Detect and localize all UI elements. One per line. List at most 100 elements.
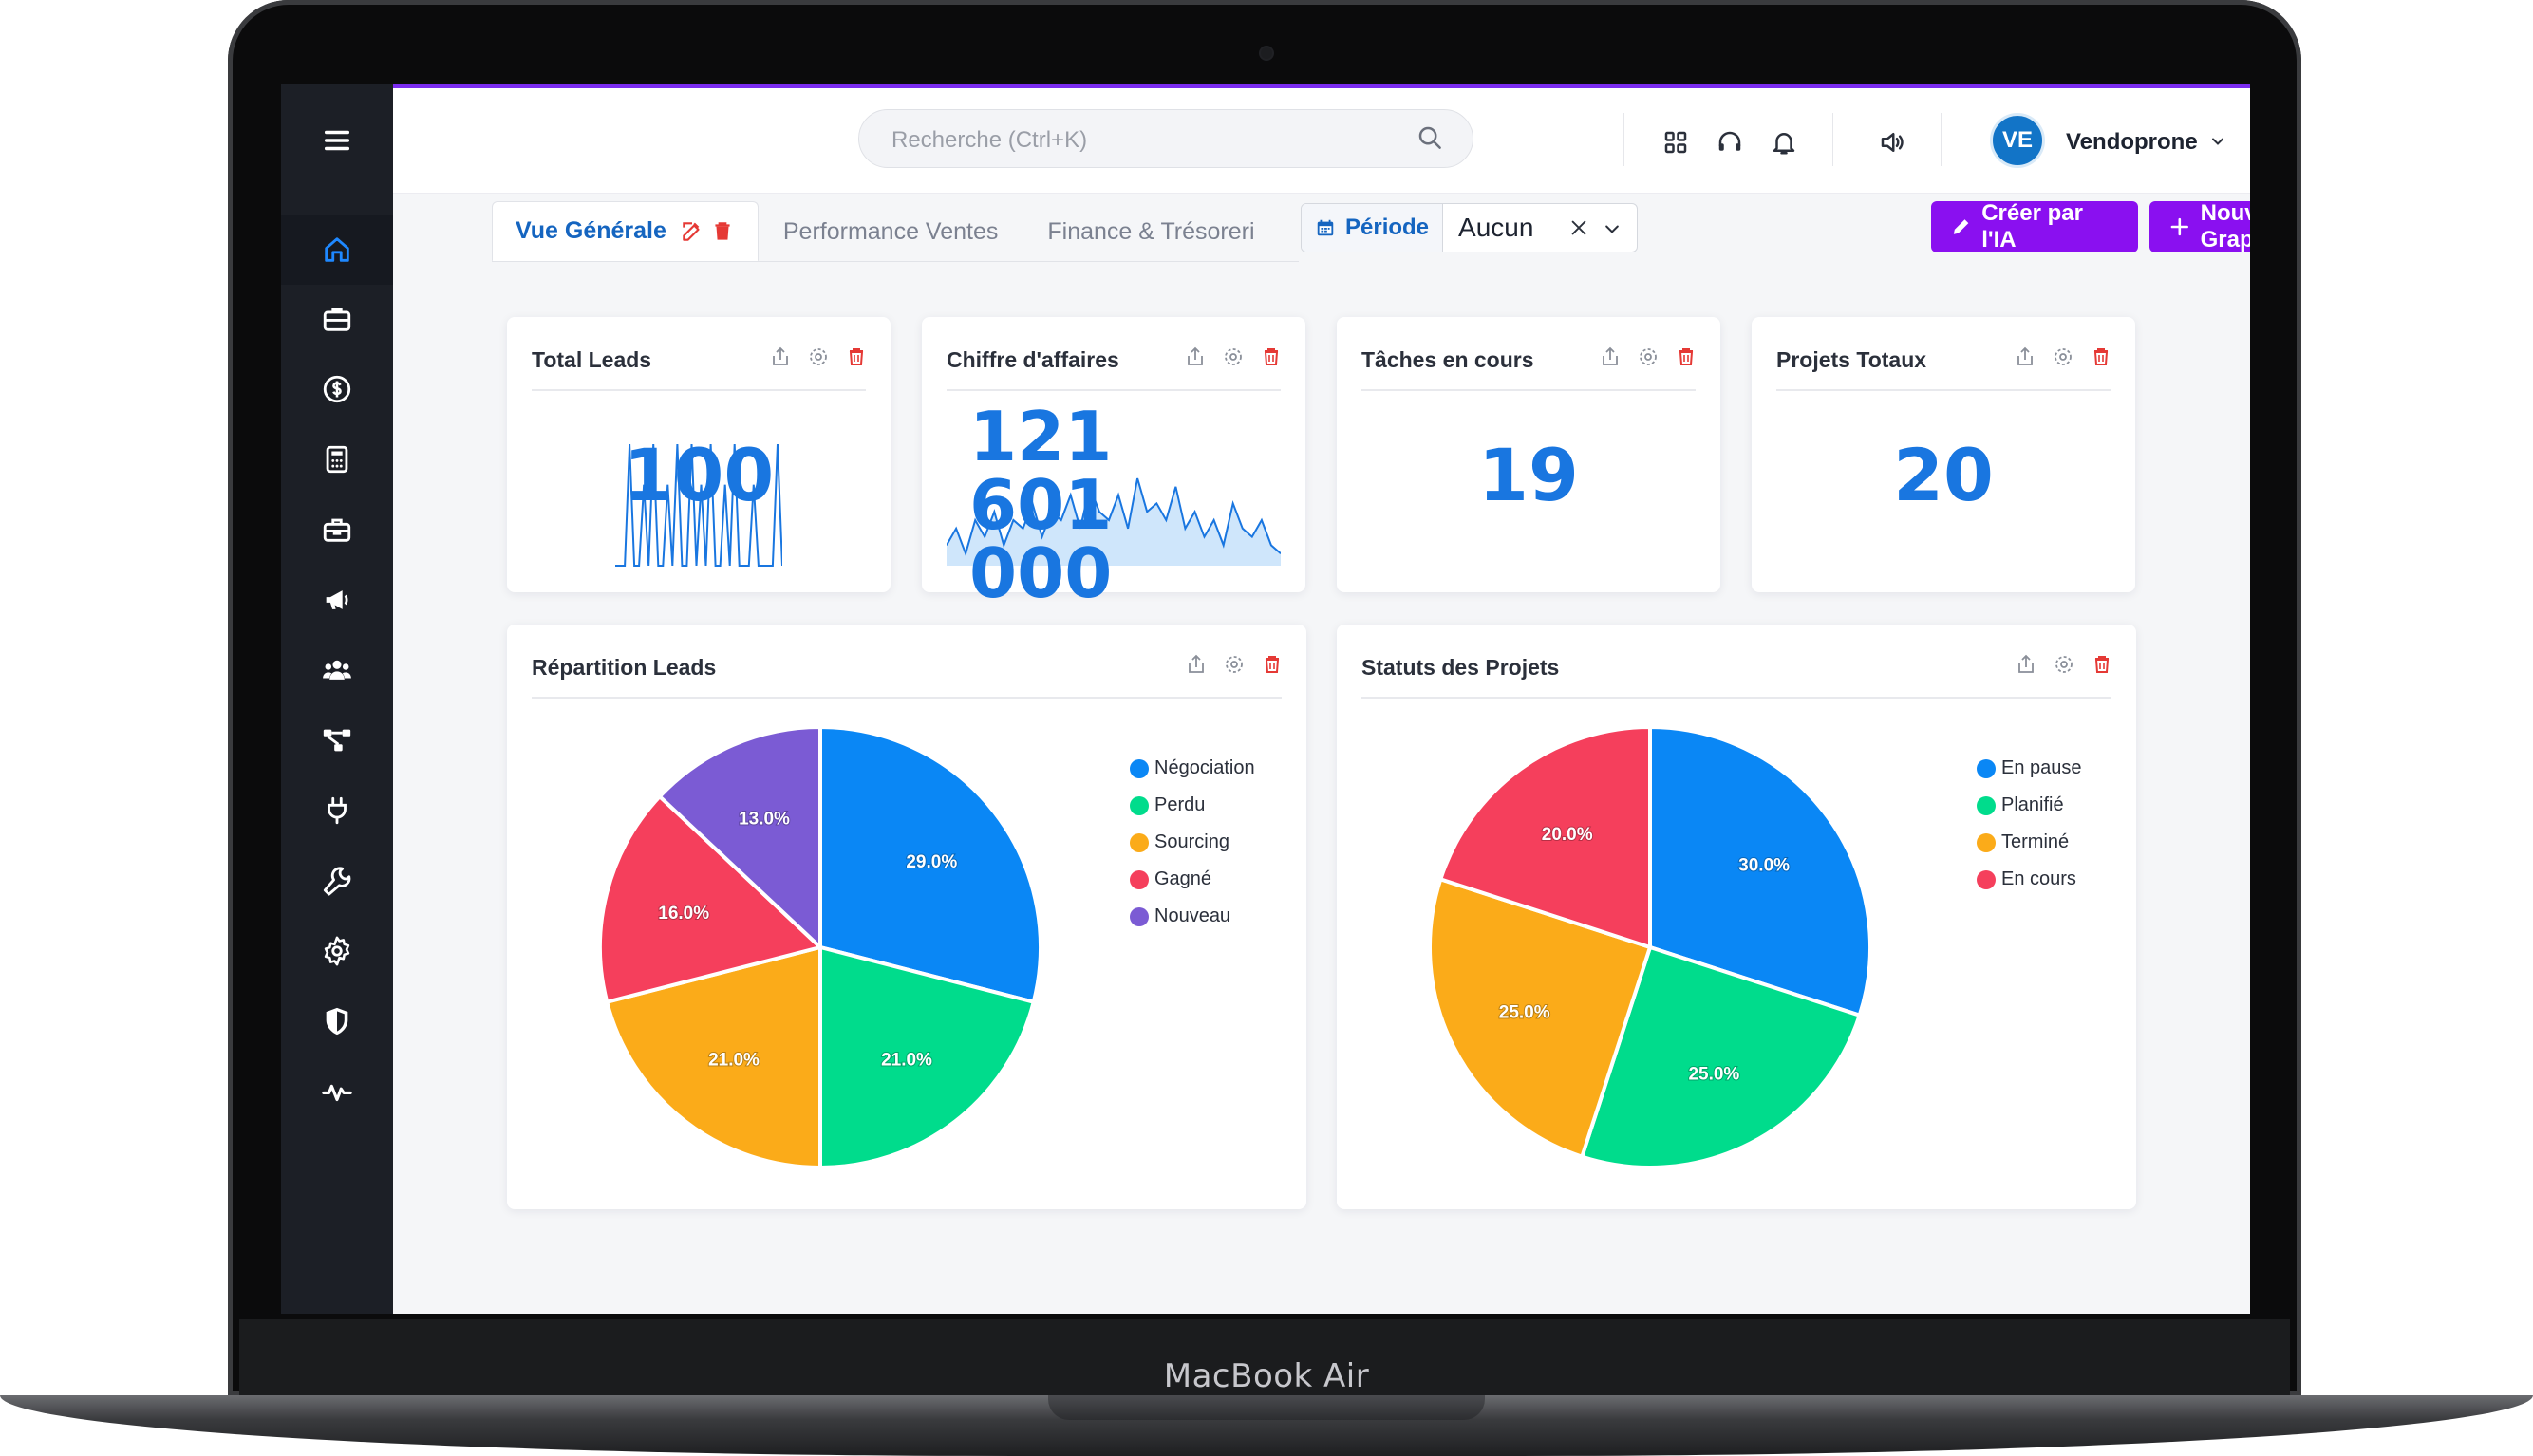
pie-slice-nouveau[interactable] bbox=[657, 724, 822, 952]
export-icon[interactable] bbox=[2014, 345, 2036, 368]
pie-slice-termine[interactable] bbox=[1428, 876, 1653, 1160]
pie-slice-gagne[interactable] bbox=[598, 793, 825, 1005]
trash-icon[interactable] bbox=[2090, 345, 2112, 368]
export-icon[interactable] bbox=[2015, 653, 2037, 676]
avatar[interactable]: VE bbox=[1990, 113, 2045, 168]
export-icon[interactable] bbox=[769, 345, 792, 368]
sidebar-item-marketing[interactable] bbox=[281, 565, 393, 635]
sidebar-item-workflow[interactable] bbox=[281, 705, 393, 775]
new-chart-button[interactable]: Nouveau Graphique bbox=[2149, 200, 2250, 252]
trash-icon[interactable] bbox=[1675, 345, 1698, 368]
pie-slice-sourcing[interactable] bbox=[604, 944, 822, 1170]
chart-card-statuts-projets: Statuts des Projets 30.0% 25.0% 25.0% 20.0%… bbox=[1337, 625, 2136, 1209]
card-title: Chiffre d'affaires bbox=[947, 347, 1119, 372]
sidebar-item-security[interactable] bbox=[281, 986, 393, 1056]
trash-icon[interactable] bbox=[2091, 653, 2113, 676]
tab-finance-tresorerie[interactable]: Finance & Trésoreri bbox=[1047, 217, 1255, 245]
pie-slice-planifie[interactable] bbox=[1579, 944, 1863, 1169]
shield-icon bbox=[326, 1007, 348, 1036]
sidebar-item-briefcase[interactable] bbox=[281, 284, 393, 354]
headset-icon[interactable] bbox=[1716, 128, 1744, 157]
trash-icon[interactable] bbox=[1261, 653, 1284, 676]
trash-icon[interactable] bbox=[1260, 345, 1283, 368]
menu-toggle-button[interactable] bbox=[281, 106, 393, 175]
legend-item[interactable]: Nouveau bbox=[1130, 898, 1255, 935]
period-select[interactable]: Aucun bbox=[1443, 204, 1637, 252]
settings-icon[interactable] bbox=[2053, 653, 2075, 676]
card-title: Statuts des Projets bbox=[1361, 655, 1560, 680]
card-actions bbox=[1185, 653, 1284, 676]
dashboard-tabs: Vue Générale Performance Ventes Finance … bbox=[492, 201, 1280, 262]
legend-item[interactable]: Négociation bbox=[1130, 750, 1255, 787]
speaker-icon[interactable] bbox=[1878, 128, 1906, 157]
settings-icon[interactable] bbox=[807, 345, 830, 368]
user-name[interactable]: Vendoprone bbox=[2066, 129, 2198, 155]
card-actions bbox=[2015, 653, 2113, 676]
device-label: MacBook Air bbox=[1163, 1357, 1370, 1395]
settings-icon[interactable] bbox=[1637, 345, 1660, 368]
legend-item[interactable]: Terminé bbox=[1977, 824, 2082, 861]
kpi-card-taches: Tâches en cours 19 bbox=[1337, 317, 1720, 592]
legend-item[interactable]: Perdu bbox=[1130, 787, 1255, 824]
legend-label: Gagné bbox=[1154, 868, 1212, 889]
legend-swatch bbox=[1977, 758, 1996, 778]
calculator-icon bbox=[326, 445, 348, 474]
sparkline-area bbox=[947, 478, 1281, 566]
clear-icon[interactable] bbox=[1568, 217, 1589, 238]
pie-chart-projets: 30.0% 25.0% 25.0% 20.0% bbox=[1428, 724, 1872, 1169]
legend-item[interactable]: Sourcing bbox=[1130, 824, 1255, 861]
pie-slice-en-pause[interactable] bbox=[1648, 724, 1872, 1018]
sidebar-item-tools[interactable] bbox=[281, 846, 393, 916]
pie-slice-negociation[interactable] bbox=[818, 724, 1042, 1005]
sidebar-item-dollar[interactable] bbox=[281, 354, 393, 424]
sparkline-chiffre-affaires bbox=[947, 477, 1281, 566]
export-icon[interactable] bbox=[1185, 653, 1208, 676]
activity-icon bbox=[322, 1084, 352, 1102]
create-with-ai-button[interactable]: Créer par l'IA bbox=[1931, 200, 2138, 252]
card-separator bbox=[947, 389, 1281, 391]
pie-slice-perdu[interactable] bbox=[818, 944, 1037, 1170]
legend-swatch bbox=[1130, 869, 1149, 889]
search-input[interactable]: Recherche (Ctrl+K) bbox=[858, 109, 1473, 168]
megaphone-icon bbox=[326, 590, 348, 609]
export-icon[interactable] bbox=[1184, 345, 1207, 368]
apps-grid-icon[interactable] bbox=[1661, 128, 1690, 157]
card-separator bbox=[1776, 389, 2111, 391]
card-actions bbox=[1184, 345, 1283, 368]
legend-label: Sourcing bbox=[1154, 831, 1229, 852]
settings-icon[interactable] bbox=[1222, 345, 1245, 368]
legend-label: En pause bbox=[2001, 757, 2082, 778]
sidebar-item-calculator[interactable] bbox=[281, 424, 393, 495]
tab-vue-generale[interactable]: Vue Générale bbox=[492, 201, 759, 262]
bell-icon[interactable] bbox=[1770, 128, 1798, 157]
legend-item[interactable]: En cours bbox=[1977, 861, 2082, 898]
sidebar-item-home[interactable] bbox=[281, 215, 393, 285]
sidebar-item-settings[interactable] bbox=[281, 916, 393, 986]
legend-item[interactable]: Gagné bbox=[1130, 861, 1255, 898]
sidebar-item-integrations[interactable] bbox=[281, 775, 393, 846]
edit-icon[interactable] bbox=[680, 219, 704, 244]
sidebar-item-users[interactable] bbox=[281, 635, 393, 705]
period-filter-label[interactable]: Période bbox=[1302, 204, 1444, 252]
legend-swatch bbox=[1977, 795, 1996, 815]
chevron-down-icon[interactable] bbox=[1603, 219, 1622, 238]
legend-swatch bbox=[1130, 795, 1149, 815]
settings-icon[interactable] bbox=[1223, 653, 1246, 676]
topbar-divider bbox=[1832, 113, 1833, 166]
trash-icon[interactable] bbox=[710, 219, 735, 244]
legend-label: Planifié bbox=[2001, 794, 2064, 815]
plus-icon bbox=[2170, 217, 2188, 236]
chart-card-repartition-leads: Répartition Leads 29.0% 21.0% 21.0% 16.0% 13… bbox=[507, 625, 1306, 1209]
settings-icon[interactable] bbox=[2052, 345, 2074, 368]
legend-item[interactable]: Planifié bbox=[1977, 787, 2082, 824]
trash-icon[interactable] bbox=[845, 345, 868, 368]
chart-legend: En pause Planifié Terminé En cours bbox=[1977, 750, 2082, 898]
pie-slice-en-cours[interactable] bbox=[1437, 724, 1652, 950]
export-icon[interactable] bbox=[1599, 345, 1622, 368]
tab-performance-ventes[interactable]: Performance Ventes bbox=[782, 217, 999, 245]
sidebar-item-activity[interactable] bbox=[281, 1056, 393, 1127]
legend-item[interactable]: En pause bbox=[1977, 750, 2082, 787]
chevron-down-icon[interactable] bbox=[2208, 132, 2227, 151]
sidebar-item-toolbox[interactable] bbox=[281, 495, 393, 565]
card-title: Tâches en cours bbox=[1361, 347, 1534, 372]
